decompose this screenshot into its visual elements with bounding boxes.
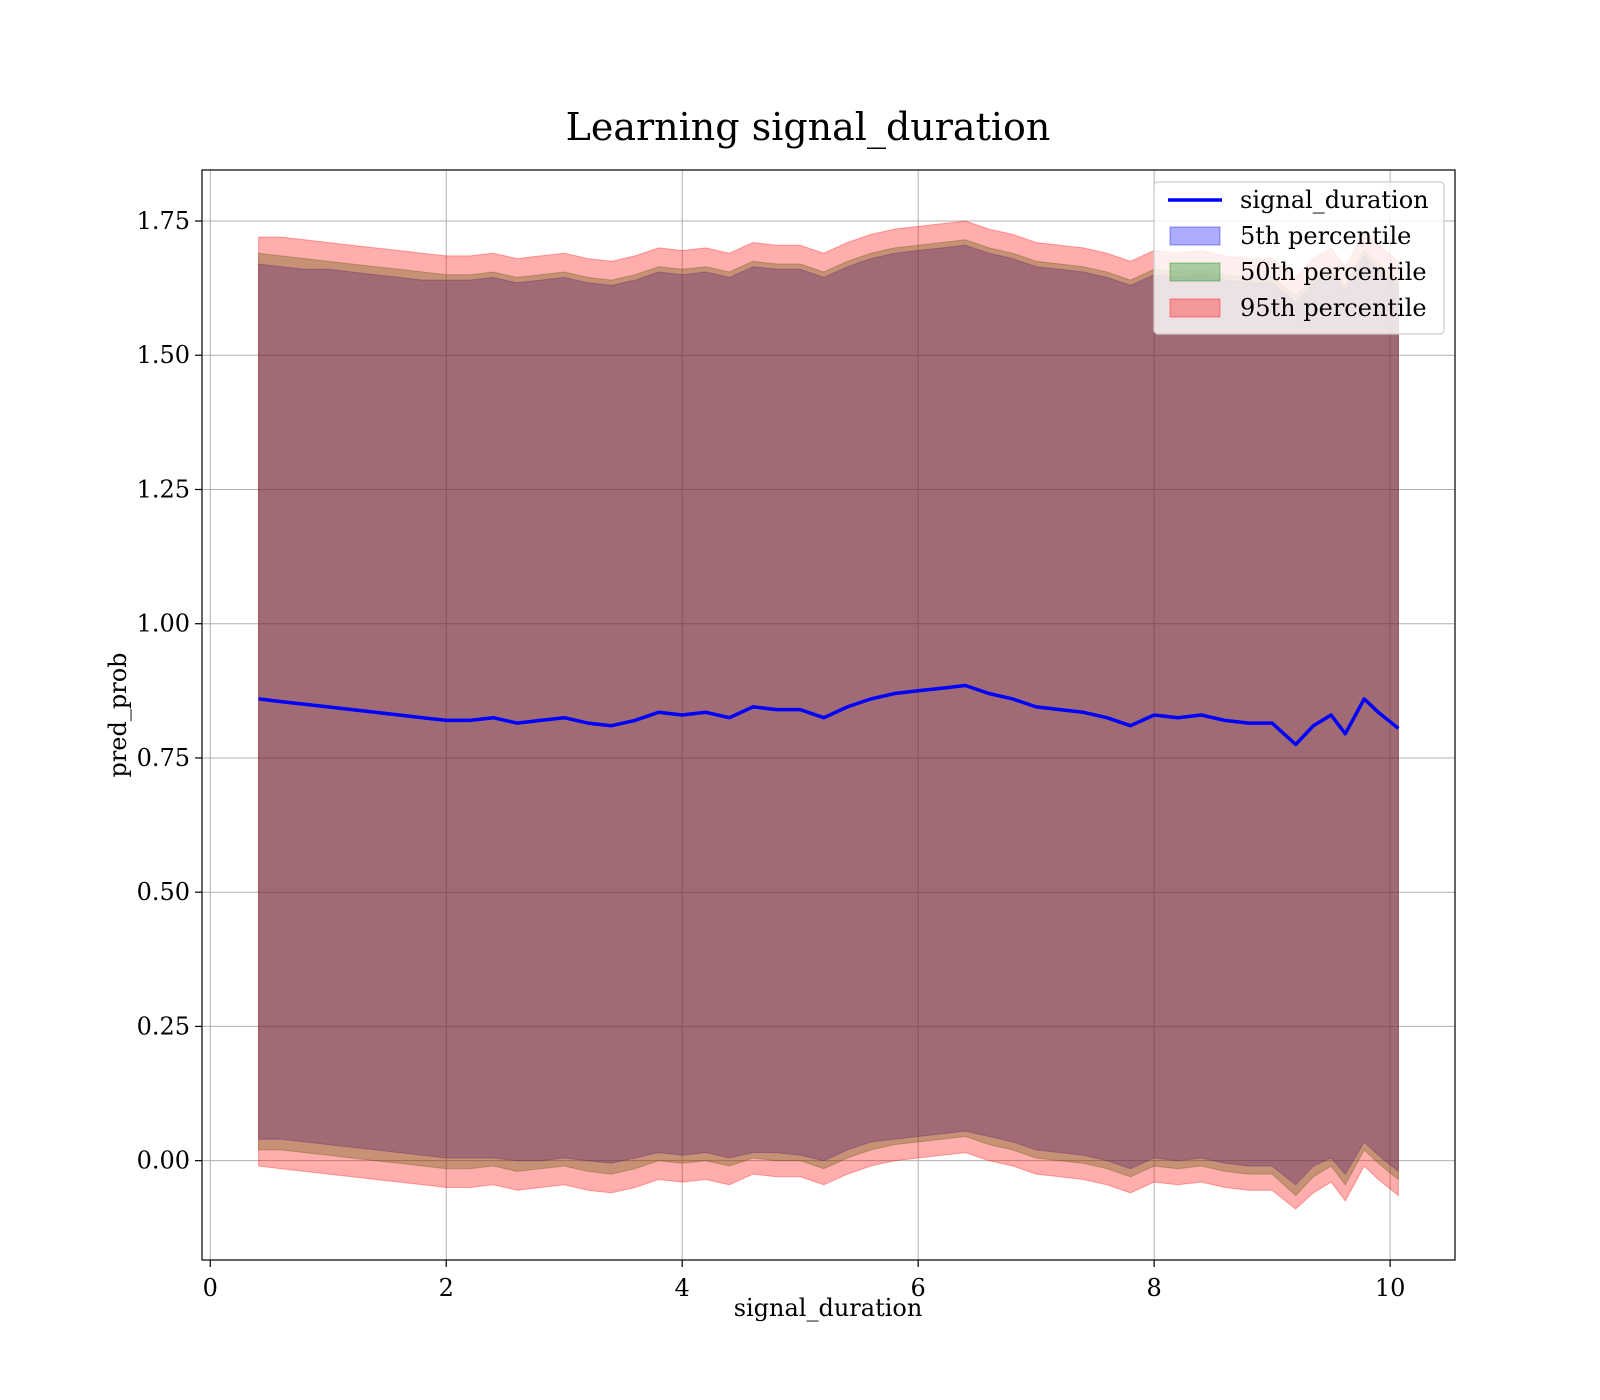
x-axis: 0 2 4 6 8 10 <box>203 1260 1406 1302</box>
y-tick-label-3: 0.75 <box>137 744 190 772</box>
y-tick-label-0: 0.00 <box>137 1147 190 1175</box>
y-tick-label-7: 1.75 <box>137 207 190 235</box>
x-tick-label-1: 2 <box>439 1274 454 1302</box>
y-axis-label: pred_prob <box>104 652 132 777</box>
x-tick-label-0: 0 <box>203 1274 218 1302</box>
x-tick-label-3: 6 <box>911 1274 926 1302</box>
plot-frame <box>201 169 1456 1261</box>
legend-label-50th-percentile: 50th percentile <box>1240 258 1427 286</box>
y-tick-label-2: 0.50 <box>137 878 190 906</box>
y-tick-label-5: 1.25 <box>137 475 190 503</box>
band-50th-percentile <box>258 239 1399 1197</box>
legend-label-95th-percentile: 95th percentile <box>1240 294 1427 322</box>
grid <box>202 170 1455 1260</box>
chart-title: Learning signal_duration <box>566 105 1051 150</box>
x-tick-label-2: 4 <box>675 1274 690 1302</box>
series-line-signal_duration <box>258 683 1400 747</box>
x-tick-label-5: 10 <box>1375 1274 1406 1302</box>
legend-swatch-50th-percentile <box>1169 262 1221 282</box>
legend-swatch-5th-percentile <box>1169 226 1221 246</box>
y-tick-label-4: 1.00 <box>137 610 190 638</box>
y-tick-label-6: 1.50 <box>137 341 190 369</box>
x-axis-label: signal_duration <box>734 1294 923 1322</box>
legend-label-signal_duration: signal_duration <box>1240 186 1429 214</box>
series-lines <box>258 683 1400 747</box>
legend: signal_duration 5th percentile 50th percen… <box>1153 181 1445 335</box>
x-tick-label-4: 8 <box>1146 1274 1161 1302</box>
legend-box <box>1153 181 1445 335</box>
y-axis: 0.00 0.25 0.50 0.75 1.00 1.25 1.50 1.75 <box>137 207 202 1175</box>
legend-swatch-95th-percentile <box>1169 298 1221 318</box>
y-tick-label-1: 0.25 <box>137 1012 190 1040</box>
legend-label-5th-percentile: 5th percentile <box>1240 222 1411 250</box>
